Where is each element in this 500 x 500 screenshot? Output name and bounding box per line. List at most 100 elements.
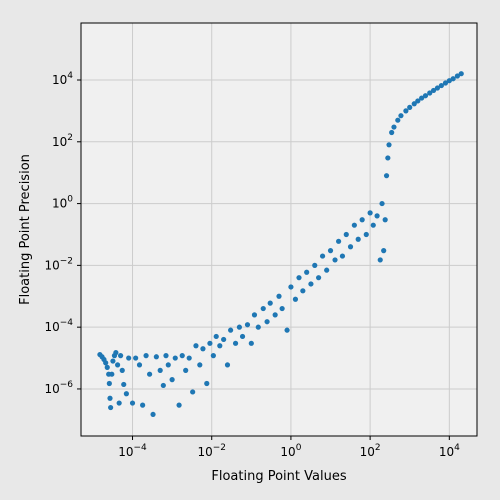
data-point — [204, 380, 210, 387]
x-tick-label: 100 — [280, 443, 301, 459]
data-point — [363, 231, 369, 238]
data-point — [197, 362, 203, 368]
data-point — [224, 362, 231, 368]
y-tick-label: 100 — [52, 195, 73, 211]
data-point — [398, 113, 404, 119]
data-point — [126, 355, 132, 361]
data-point — [103, 360, 109, 366]
x-tick-label: 10−4 — [118, 443, 147, 459]
data-point — [377, 257, 383, 263]
data-point — [381, 248, 387, 254]
data-point — [382, 217, 388, 223]
data-point — [351, 222, 357, 228]
data-point — [193, 343, 199, 349]
data-point — [442, 80, 449, 86]
data-point — [284, 327, 290, 333]
y-tick-label: 10−6 — [44, 380, 73, 396]
data-point — [276, 293, 282, 299]
data-point — [430, 87, 437, 94]
grid-lines — [81, 23, 477, 436]
x-tick-label: 10−2 — [197, 443, 226, 459]
data-point — [336, 238, 342, 244]
data-point — [244, 322, 251, 328]
data-point — [374, 213, 380, 219]
plot-area — [81, 23, 477, 436]
y-tick-label: 102 — [52, 133, 73, 149]
data-point — [115, 362, 121, 368]
data-point — [446, 78, 452, 84]
x-tick-label: 104 — [439, 443, 460, 459]
data-point — [143, 353, 149, 359]
data-point — [157, 367, 163, 373]
data-point — [403, 108, 409, 114]
data-point — [186, 355, 192, 361]
y-axis-ticks: 10−6 10−4 10−2 100 102 104 — [44, 71, 81, 396]
data-point — [288, 284, 294, 290]
data-point — [133, 355, 139, 361]
data-point — [272, 312, 278, 318]
data-point — [116, 400, 122, 406]
data-point — [210, 353, 216, 359]
y-tick-label: 104 — [52, 71, 73, 87]
data-point — [207, 340, 213, 346]
data-point — [300, 288, 306, 294]
data-point — [367, 210, 373, 216]
data-point — [110, 358, 116, 364]
data-point — [383, 173, 390, 179]
data-point — [200, 346, 206, 352]
data-point — [136, 362, 143, 368]
data-point — [308, 281, 314, 287]
data-point — [113, 350, 119, 356]
data-point — [160, 382, 166, 389]
data-point — [407, 104, 413, 110]
data-point — [389, 129, 395, 136]
data-point — [129, 400, 136, 406]
data-point — [213, 333, 219, 340]
data-point — [118, 353, 124, 359]
data-point — [327, 248, 334, 254]
data-point — [106, 380, 112, 387]
data-point — [183, 367, 189, 373]
data-point — [296, 275, 302, 281]
data-point — [264, 319, 270, 325]
data-point — [438, 82, 444, 89]
data-point — [411, 101, 417, 107]
data-point — [165, 362, 171, 368]
data-point — [458, 71, 464, 77]
data-point — [239, 333, 246, 340]
data-point — [228, 327, 234, 333]
data-point — [179, 353, 185, 359]
y-tick-label: 10−2 — [44, 256, 73, 272]
data-point — [190, 389, 196, 395]
data-point — [221, 336, 227, 343]
data-point — [107, 395, 113, 401]
x-tick-label: 102 — [360, 443, 381, 459]
x-axis-ticks: 10−4 10−2 100 102 104 — [118, 436, 460, 459]
data-point — [140, 402, 146, 408]
data-point — [316, 275, 322, 281]
data-point — [422, 93, 429, 99]
data-point — [304, 269, 310, 275]
y-tick-label: 10−4 — [44, 318, 73, 334]
data-point — [153, 354, 159, 360]
data-point — [391, 124, 397, 130]
data-point — [260, 305, 266, 312]
data-point — [370, 222, 376, 228]
data-point — [267, 300, 273, 306]
data-point — [147, 371, 153, 377]
data-point — [163, 353, 169, 359]
data-point — [454, 73, 460, 79]
data-point — [119, 367, 125, 373]
data-point — [339, 253, 346, 259]
data-point — [324, 267, 330, 273]
data-point — [347, 244, 354, 250]
data-point — [312, 262, 318, 268]
data-point — [123, 391, 129, 397]
data-point — [355, 236, 361, 242]
data-point — [248, 340, 254, 346]
y-axis-label: Floating Point Precision — [18, 154, 33, 305]
data-point — [251, 312, 258, 318]
data-point — [121, 381, 127, 388]
